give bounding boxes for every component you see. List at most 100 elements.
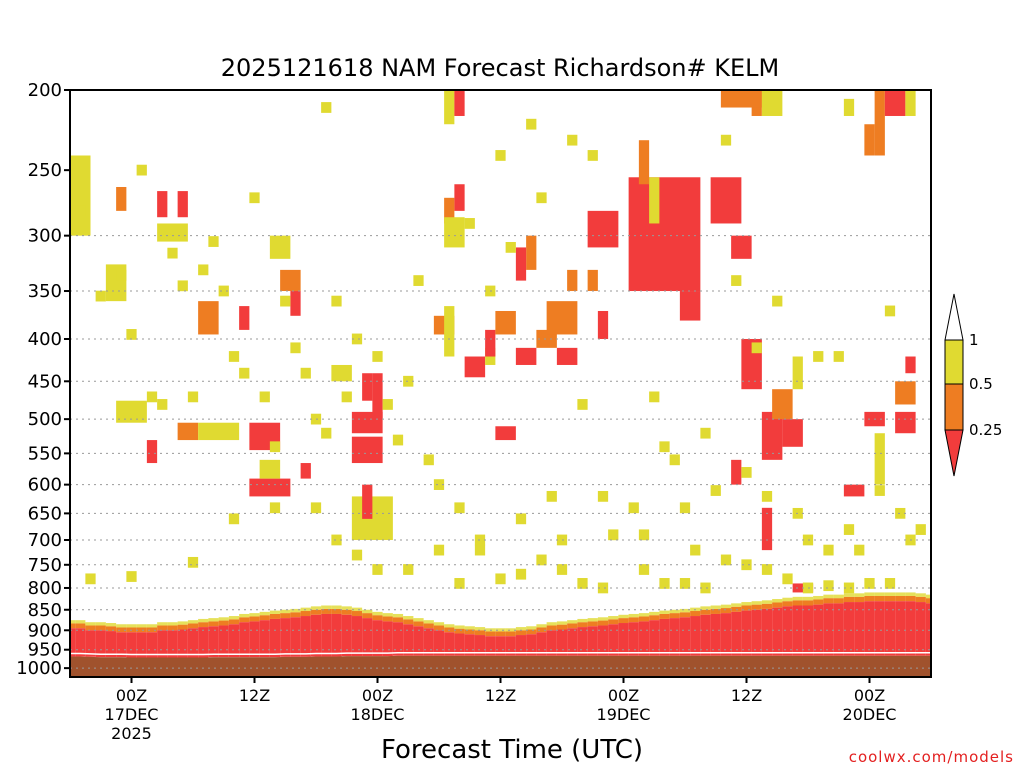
ri-fringe	[659, 613, 670, 619]
ri-low-layer	[669, 618, 680, 656]
ri-fringe	[587, 621, 598, 627]
ri-fringe	[833, 598, 844, 604]
ri-speck	[433, 544, 445, 556]
ri-fringe	[772, 602, 783, 608]
ri-fringe-top	[105, 623, 117, 627]
ri-low-layer	[423, 628, 434, 656]
ri-fringe	[854, 596, 865, 603]
ri-fringe-top	[669, 609, 680, 614]
ri-low-layer	[116, 632, 127, 658]
ri-fringe-top	[126, 624, 137, 628]
ri-speck	[454, 502, 465, 514]
credit-text: coolwx.com/models	[849, 748, 1014, 766]
ri-fringe	[823, 598, 834, 604]
ri-fringe-top	[649, 611, 660, 616]
ri-fringe-top	[802, 596, 814, 601]
ri-speck	[382, 399, 393, 410]
ri-patch	[331, 364, 352, 382]
ri-low-layer	[700, 614, 711, 656]
ri-speck	[720, 134, 732, 146]
legend-bin-orange	[944, 383, 964, 431]
y-tick-label: 550	[28, 443, 62, 464]
x-tick-label: 20DEC	[843, 705, 897, 724]
ri-speck	[597, 582, 609, 594]
y-tick-label: 850	[28, 600, 62, 621]
ri-fringe	[280, 613, 291, 619]
ri-speck	[321, 102, 332, 113]
ri-speck	[259, 391, 270, 403]
legend-level-label: 0.25	[969, 421, 1002, 439]
ri-speck	[556, 564, 568, 575]
ri-low-layer	[884, 601, 896, 656]
ri-patch	[351, 436, 383, 464]
ri-fringe-top	[75, 620, 86, 624]
ri-patch	[792, 356, 803, 390]
ri-patch	[782, 419, 803, 447]
ri-speck	[669, 454, 680, 466]
ri-patch	[895, 381, 916, 405]
ri-patch	[372, 373, 383, 420]
ri-fringe	[300, 611, 311, 617]
ri-patch	[772, 389, 793, 420]
ri-speck	[741, 559, 752, 571]
ri-low-layer	[126, 632, 137, 658]
ri-fringe	[649, 615, 660, 621]
ri-speck	[700, 582, 711, 594]
ri-low-layer	[864, 601, 875, 656]
ri-low-layer	[833, 603, 844, 656]
ri-low-layer	[823, 603, 834, 656]
ri-low-layer	[382, 621, 393, 657]
ri-patch	[720, 90, 762, 108]
ri-low-layer	[618, 623, 629, 656]
ri-low-layer	[310, 614, 322, 657]
ri-speck	[187, 556, 199, 568]
ri-fringe-top	[362, 609, 373, 614]
ri-low-layer	[649, 620, 660, 656]
ri-fringe-top	[116, 624, 127, 628]
y-tick-label: 950	[28, 640, 62, 661]
ri-patch	[864, 124, 875, 156]
ri-patch	[464, 356, 486, 378]
ri-fringe	[638, 616, 650, 622]
ri-speck	[536, 554, 547, 566]
ri-fringe-top	[433, 622, 445, 626]
y-tick-label: 350	[28, 281, 62, 302]
ri-speck	[341, 391, 352, 403]
ri-fringe	[751, 604, 762, 610]
x-tick-label: 17DEC	[105, 705, 159, 724]
ri-fringe	[382, 616, 393, 622]
ri-fringe-top	[249, 613, 260, 617]
ri-fringe-top	[70, 620, 76, 624]
y-tick-label: 200	[28, 80, 62, 101]
y-tick-label: 800	[28, 578, 62, 599]
ri-fringe	[495, 631, 506, 637]
ri-fringe-top	[464, 626, 475, 630]
ri-low-layer	[536, 632, 547, 656]
ri-patch	[116, 186, 127, 211]
ri-speck	[649, 391, 660, 403]
ri-fringe	[679, 612, 691, 618]
ri-fringe	[239, 617, 250, 623]
ri-fringe	[208, 621, 219, 627]
ri-fringe	[249, 616, 260, 622]
ri-speck	[331, 534, 342, 546]
ri-low-layer	[249, 621, 260, 658]
ri-patch	[146, 440, 158, 464]
ri-low-layer	[351, 616, 363, 657]
ri-low-layer	[485, 636, 496, 656]
ri-low-layer	[75, 628, 86, 657]
ri-speck	[413, 275, 424, 286]
chart-title: 2025121618 NAM Forecast Richardson# KELM	[221, 54, 779, 82]
ri-speck	[628, 502, 639, 514]
ri-patch	[587, 210, 619, 248]
ri-speck	[228, 513, 240, 525]
y-tick-label: 650	[28, 503, 62, 524]
ri-patch	[884, 90, 906, 116]
x-axis-label: Forecast Time (UTC)	[381, 735, 643, 765]
ri-speck	[269, 441, 281, 453]
ri-patch	[874, 433, 885, 485]
ri-low-layer	[136, 632, 147, 658]
plot-frame	[69, 89, 932, 678]
ri-fringe	[792, 600, 803, 606]
